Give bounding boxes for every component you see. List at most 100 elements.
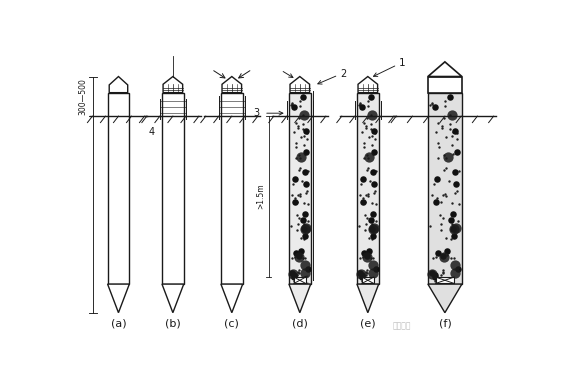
Polygon shape bbox=[162, 93, 184, 284]
Point bbox=[435, 144, 444, 150]
Point bbox=[295, 277, 305, 283]
Point bbox=[369, 128, 378, 134]
Text: (e): (e) bbox=[360, 319, 376, 329]
Point bbox=[296, 133, 305, 139]
Polygon shape bbox=[436, 277, 454, 283]
Point bbox=[364, 252, 374, 258]
Point bbox=[444, 178, 453, 184]
Point bbox=[366, 121, 376, 127]
Point bbox=[359, 155, 369, 162]
Text: 3: 3 bbox=[253, 107, 260, 118]
Point bbox=[427, 271, 436, 277]
Point bbox=[299, 255, 308, 261]
Point bbox=[362, 267, 371, 273]
Point bbox=[438, 125, 447, 131]
Polygon shape bbox=[221, 93, 243, 284]
Point bbox=[449, 151, 458, 157]
Point bbox=[287, 223, 296, 229]
Point bbox=[427, 101, 436, 107]
Point bbox=[367, 236, 376, 242]
Point bbox=[287, 270, 297, 276]
Point bbox=[453, 188, 462, 194]
Point bbox=[290, 254, 300, 260]
Point bbox=[291, 155, 301, 162]
Polygon shape bbox=[358, 77, 377, 93]
Point bbox=[356, 99, 365, 106]
Polygon shape bbox=[362, 277, 374, 283]
Point bbox=[446, 255, 456, 261]
Point bbox=[370, 149, 379, 155]
Point bbox=[357, 104, 367, 110]
Point bbox=[455, 168, 464, 174]
Point bbox=[290, 199, 300, 205]
Point bbox=[445, 126, 455, 133]
Point bbox=[355, 101, 364, 107]
Point bbox=[292, 199, 302, 205]
Point bbox=[287, 99, 297, 106]
Point bbox=[286, 102, 295, 108]
Point bbox=[294, 269, 303, 275]
Text: 4: 4 bbox=[149, 127, 155, 137]
Point bbox=[359, 250, 369, 256]
Point bbox=[358, 129, 367, 135]
Point bbox=[299, 142, 308, 149]
Point bbox=[439, 267, 448, 273]
Point bbox=[301, 181, 311, 187]
Polygon shape bbox=[357, 284, 378, 313]
Point bbox=[354, 102, 363, 108]
Point bbox=[290, 104, 299, 110]
Point bbox=[368, 226, 377, 232]
Point bbox=[438, 269, 448, 275]
Point bbox=[357, 278, 367, 284]
Point bbox=[358, 274, 367, 280]
Text: 1: 1 bbox=[398, 58, 405, 68]
Point bbox=[299, 112, 308, 118]
Point bbox=[293, 221, 302, 227]
Point bbox=[301, 255, 310, 261]
Point bbox=[295, 165, 305, 171]
Point bbox=[368, 233, 377, 239]
Point bbox=[287, 101, 297, 107]
Point bbox=[294, 269, 304, 275]
Point bbox=[365, 248, 374, 255]
Point bbox=[436, 199, 446, 205]
Point bbox=[360, 212, 370, 218]
Point bbox=[431, 104, 440, 110]
Point bbox=[428, 255, 437, 261]
Point bbox=[431, 278, 440, 284]
Text: 2: 2 bbox=[340, 69, 347, 78]
Point bbox=[364, 248, 374, 254]
Point bbox=[369, 190, 378, 196]
Point bbox=[292, 144, 301, 150]
Point bbox=[300, 133, 309, 139]
Point bbox=[367, 142, 377, 149]
Point bbox=[441, 235, 450, 241]
Point bbox=[368, 226, 377, 232]
Point bbox=[425, 102, 435, 108]
Point bbox=[362, 253, 371, 259]
Point bbox=[449, 226, 459, 232]
Point bbox=[303, 202, 312, 208]
Point bbox=[302, 136, 312, 142]
Point bbox=[450, 168, 459, 174]
Point bbox=[299, 236, 308, 242]
Point bbox=[449, 233, 459, 239]
Point bbox=[292, 212, 302, 218]
Point bbox=[300, 226, 309, 232]
Point bbox=[450, 190, 460, 196]
Point bbox=[448, 130, 457, 136]
Point bbox=[294, 267, 304, 273]
Point bbox=[288, 255, 297, 261]
Point bbox=[359, 176, 368, 182]
Point bbox=[431, 272, 440, 278]
Point bbox=[355, 192, 364, 199]
Point bbox=[294, 253, 304, 259]
Point bbox=[298, 112, 308, 118]
Point bbox=[360, 144, 369, 150]
Point bbox=[453, 218, 463, 224]
Point bbox=[445, 112, 455, 118]
Point bbox=[454, 202, 463, 208]
Polygon shape bbox=[108, 93, 129, 284]
Polygon shape bbox=[357, 93, 378, 284]
Point bbox=[361, 227, 370, 234]
